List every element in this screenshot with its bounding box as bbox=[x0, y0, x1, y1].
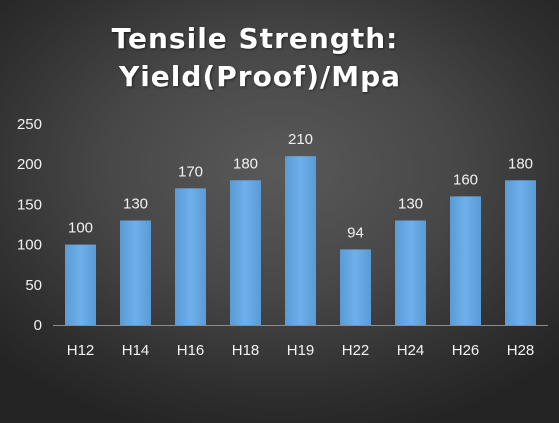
data-label-h24: 130 bbox=[398, 195, 423, 212]
y-tick-label: 250 bbox=[17, 116, 42, 133]
y-tick-label: 0 bbox=[34, 317, 42, 334]
x-tick-label-h12: H12 bbox=[67, 342, 95, 359]
y-tick-label: 100 bbox=[17, 237, 42, 254]
bar-h16 bbox=[175, 188, 206, 325]
data-label-h18: 180 bbox=[233, 155, 258, 172]
chart-title: Tensile Strength: bbox=[111, 22, 399, 55]
x-tick-label-h19: H19 bbox=[287, 342, 315, 359]
data-label-h14: 130 bbox=[123, 195, 148, 212]
bar-h19 bbox=[285, 156, 316, 325]
data-label-h28: 180 bbox=[508, 155, 533, 172]
data-label-h26: 160 bbox=[453, 171, 478, 188]
bar-h26 bbox=[450, 196, 481, 325]
bar-h14 bbox=[120, 220, 151, 325]
x-tick-label-h26: H26 bbox=[452, 342, 480, 359]
chart-subtitle: Yield(Proof)/Mpa bbox=[118, 60, 402, 93]
data-label-h22: 94 bbox=[347, 224, 364, 241]
data-label-h16: 170 bbox=[178, 163, 203, 180]
y-tick-label: 50 bbox=[25, 277, 42, 294]
x-tick-label-h28: H28 bbox=[507, 342, 535, 359]
bar-h24 bbox=[395, 220, 426, 325]
x-tick-label-h14: H14 bbox=[122, 342, 150, 359]
data-label-h12: 100 bbox=[68, 220, 93, 237]
x-tick-label-h16: H16 bbox=[177, 342, 205, 359]
x-tick-label-h18: H18 bbox=[232, 342, 260, 359]
data-label-h19: 210 bbox=[288, 131, 313, 148]
y-tick-label: 150 bbox=[17, 196, 42, 213]
x-tick-label-h22: H22 bbox=[342, 342, 370, 359]
y-tick-label: 200 bbox=[17, 156, 42, 173]
bar-h28 bbox=[505, 180, 536, 325]
x-tick-label-h24: H24 bbox=[397, 342, 425, 359]
bar-h22 bbox=[340, 249, 371, 325]
bar-h18 bbox=[230, 180, 261, 325]
bar-h12 bbox=[65, 244, 96, 325]
